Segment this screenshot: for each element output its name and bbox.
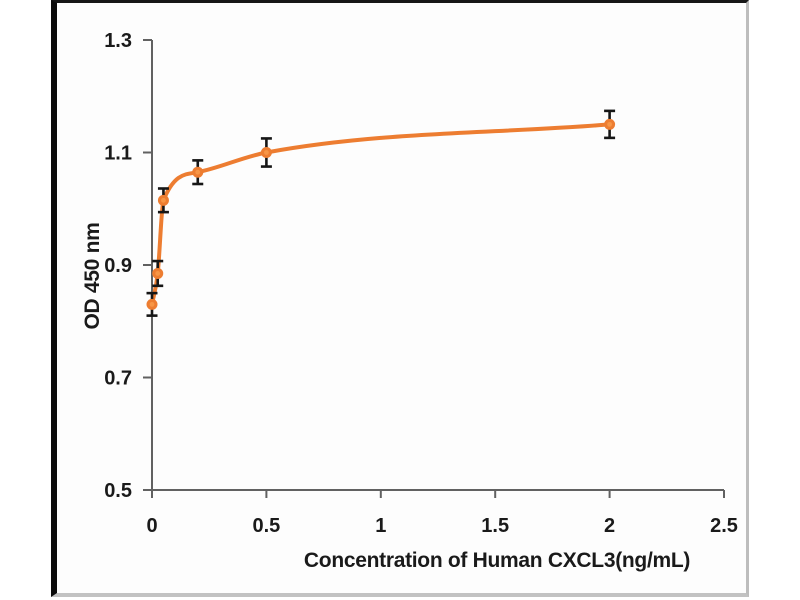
error-bars: [146, 109, 616, 317]
x-tick-label: 2.5: [710, 515, 738, 537]
data-point-center: [155, 271, 161, 276]
y-tick-label: 0.7: [104, 368, 132, 390]
data-series: [150, 122, 612, 307]
x-tick-label: 1.5: [481, 515, 509, 537]
x-tick-label: 2: [604, 515, 615, 537]
y-axis-title: OD 450 nm: [81, 222, 104, 330]
ticks: [143, 39, 725, 498]
x-tick-label: 0.5: [252, 515, 280, 537]
data-point-center: [195, 169, 201, 175]
chart-frame-border: [51, 0, 749, 597]
data-point-center: [149, 301, 155, 307]
axes: [151, 40, 724, 491]
y-tick-label: 0.9: [104, 255, 132, 277]
data-point-center: [264, 150, 269, 155]
y-tick-label: 0.5: [104, 480, 132, 502]
x-tick-label: 1: [375, 515, 386, 537]
x-tick-label: 0: [146, 515, 157, 537]
y-tick-label: 1.1: [104, 143, 132, 165]
y-tick-label: 1.3: [104, 30, 132, 52]
x-axis-title: Concentration of Human CXCL3(ng/mL): [303, 549, 691, 572]
data-point-center: [161, 197, 166, 203]
data-points: [146, 118, 616, 310]
data-point-center: [607, 121, 612, 127]
tick-labels: 0.5 0.7 0.9 1.1 1.3 0 0.5 1 1.5 2 2.5: [104, 30, 738, 537]
series-line: [150, 122, 612, 307]
